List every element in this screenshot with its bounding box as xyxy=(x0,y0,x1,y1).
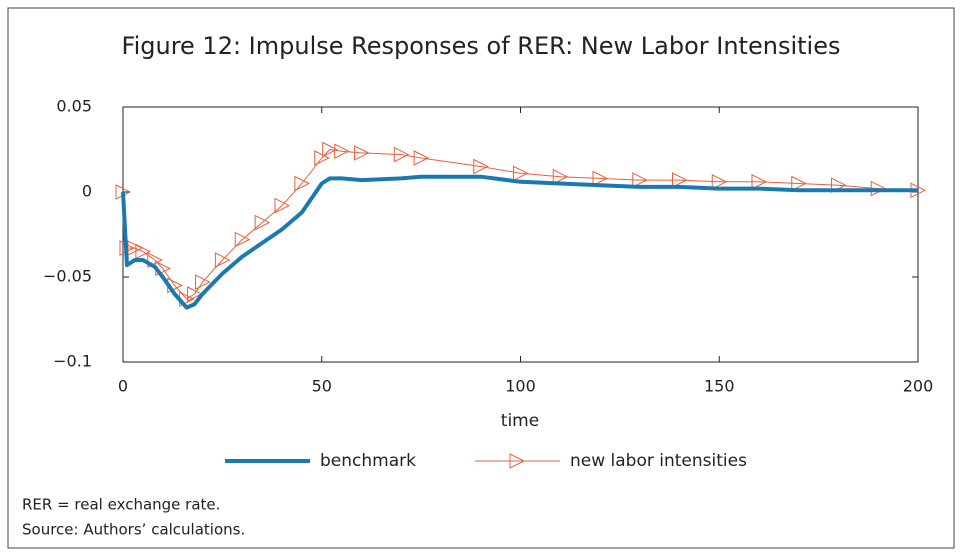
marker xyxy=(354,145,370,161)
marker xyxy=(791,175,807,192)
marker xyxy=(214,252,231,268)
marker xyxy=(234,231,251,248)
y-tick-label: −0.1 xyxy=(53,352,92,371)
x-tick-label: 150 xyxy=(704,377,735,396)
marker xyxy=(513,165,529,182)
note: Source: Authors’ calculations. xyxy=(22,521,245,539)
marker xyxy=(393,146,410,163)
x-tick-label: 0 xyxy=(118,377,128,396)
series-line xyxy=(121,174,918,310)
marker xyxy=(672,172,688,188)
marker xyxy=(592,170,609,187)
y-tick-label: 0.05 xyxy=(56,97,92,116)
marker xyxy=(187,286,203,302)
y-tick-label: 0 xyxy=(82,182,92,201)
legend-label: new labor intensities xyxy=(570,451,747,471)
marker xyxy=(274,197,291,214)
x-tick-label: 200 xyxy=(903,377,934,396)
note: RER = real exchange rate. xyxy=(22,496,220,514)
marker xyxy=(195,274,211,290)
legend-label: benchmark xyxy=(320,451,416,471)
series-line xyxy=(122,149,919,300)
marker xyxy=(135,243,151,260)
marker xyxy=(632,172,648,188)
marker xyxy=(473,158,489,175)
legend-marker xyxy=(509,453,526,469)
marker xyxy=(322,141,338,158)
x-axis-label: time xyxy=(501,411,539,431)
marker xyxy=(147,252,163,268)
y-tick-label: −0.05 xyxy=(43,267,92,286)
marker xyxy=(294,175,310,192)
marker xyxy=(334,143,350,160)
x-tick-label: 100 xyxy=(505,377,536,396)
marker xyxy=(751,173,768,190)
x-tick-label: 50 xyxy=(312,377,332,396)
plot-area xyxy=(122,106,919,363)
marker xyxy=(552,168,569,185)
marker xyxy=(711,173,728,190)
marker xyxy=(413,150,430,166)
marker xyxy=(254,214,271,231)
marker xyxy=(314,150,330,166)
frame xyxy=(7,7,955,549)
chart-title: Figure 12: Impulse Responses of RER: New… xyxy=(122,32,841,60)
